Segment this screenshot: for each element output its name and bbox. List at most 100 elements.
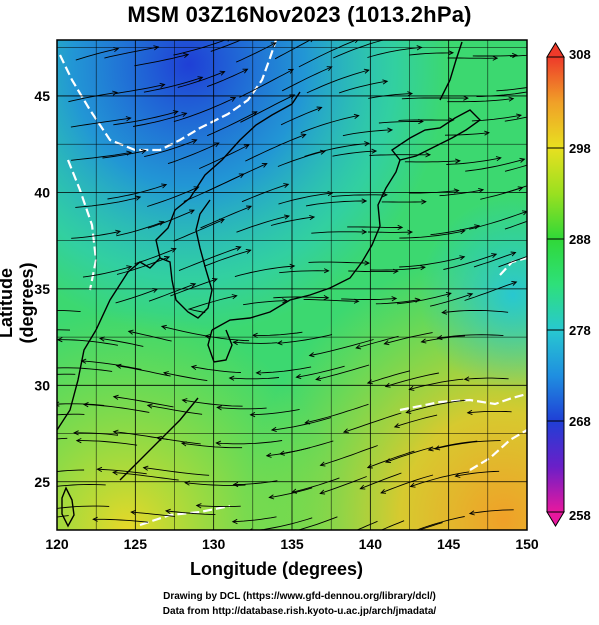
x-tick-label: 130 <box>202 536 226 552</box>
wind-streamline <box>203 249 251 267</box>
y-tick-label: 25 <box>34 474 50 490</box>
wind-streamline <box>396 292 452 305</box>
wind-streamline <box>240 94 295 123</box>
wind-streamline <box>229 377 280 380</box>
wind-streamline <box>367 370 411 384</box>
wind-arrowhead <box>73 430 79 436</box>
wind-arrowhead <box>401 533 406 537</box>
wind-arrowhead <box>126 265 133 271</box>
wind-arrowhead <box>436 335 443 341</box>
wind-arrowhead <box>160 324 167 330</box>
wind-arrowhead <box>409 482 416 488</box>
wind-arrowhead <box>215 440 222 446</box>
temperature-contours <box>59 40 527 527</box>
contour-south <box>399 392 527 412</box>
wind-streamline <box>455 470 500 477</box>
colorbar-min-triangle <box>546 511 565 527</box>
wind-arrowhead <box>382 192 388 198</box>
wind-streamline <box>143 467 210 476</box>
wind-streamline <box>498 255 527 268</box>
wind-streamline <box>399 230 465 239</box>
wind-arrowhead <box>323 295 330 301</box>
wind-arrowhead <box>354 40 359 44</box>
wind-streamline <box>467 410 512 414</box>
wind-streamline <box>113 110 178 126</box>
wind-arrowhead <box>466 409 473 416</box>
wind-streamline <box>311 231 367 234</box>
wind-streamline <box>57 309 81 313</box>
wind-arrowhead <box>230 97 237 102</box>
wind-arrowhead <box>441 309 448 315</box>
wind-streamline <box>331 194 387 198</box>
wind-arrowhead <box>190 364 197 370</box>
credit-line-1: Drawing by DCL (https://www.gfd-dennou.o… <box>163 591 436 602</box>
wind-streamline <box>464 377 509 380</box>
wind-streamline <box>341 297 397 300</box>
wind-streamline <box>200 205 252 229</box>
wind-streamline <box>167 142 220 165</box>
wind-streamline <box>300 115 359 134</box>
wind-arrowhead <box>52 366 57 370</box>
wind-streamline <box>256 366 312 374</box>
wind-arrowhead <box>246 205 253 211</box>
wind-streamline <box>465 158 525 172</box>
wind-arrowhead <box>270 42 277 48</box>
wind-arrowhead <box>420 338 427 344</box>
colorbar-tick-label: 278 <box>569 323 591 338</box>
wind-arrowhead <box>57 337 63 343</box>
wind-streamline <box>182 399 243 407</box>
wind-arrowhead <box>270 426 277 433</box>
wind-arrowhead <box>467 292 474 298</box>
wind-streamline <box>471 114 522 122</box>
wind-arrowhead <box>193 186 200 192</box>
wind-streamline <box>380 520 405 530</box>
wind-arrowhead <box>382 79 389 85</box>
wind-arrowhead <box>478 187 485 194</box>
wind-streamline <box>57 515 69 518</box>
wind-streamline <box>442 310 509 314</box>
wind-arrowhead <box>468 510 475 516</box>
wind-arrowhead <box>213 142 220 148</box>
wind-arrowhead <box>115 229 122 235</box>
wind-arrowhead <box>243 144 250 150</box>
wind-streamline <box>305 403 369 424</box>
x-tick-label: 125 <box>124 536 148 552</box>
wind-arrowhead <box>308 352 315 358</box>
wind-arrowhead <box>319 149 326 155</box>
wind-streamline <box>367 46 422 58</box>
wind-arrowhead <box>361 229 368 235</box>
wind-streamline <box>367 450 415 469</box>
wind-streamline <box>57 469 85 473</box>
wind-streamline <box>269 487 313 498</box>
plot-area <box>52 40 527 545</box>
wind-arrowhead <box>112 90 119 96</box>
wind-streamline <box>71 230 121 239</box>
wind-arrowhead <box>288 68 294 74</box>
wind-streamline <box>170 278 218 297</box>
wind-arrowhead <box>327 190 334 197</box>
wind-streamline <box>147 404 203 415</box>
wind-streamline <box>278 192 333 205</box>
wind-streamline <box>333 40 385 59</box>
wind-streamline <box>113 471 179 481</box>
wind-arrowhead <box>416 45 423 51</box>
wind-streamline <box>271 417 332 431</box>
wind-streamline <box>82 266 132 278</box>
wind-arrowhead <box>348 541 353 545</box>
wind-streamline <box>207 111 258 137</box>
wind-arrowhead <box>492 55 499 61</box>
wind-streamline <box>469 210 527 230</box>
wind-streamline <box>131 511 176 517</box>
wind-streamline <box>57 367 113 372</box>
wind-arrowhead <box>282 298 288 304</box>
wind-arrowhead <box>387 127 394 133</box>
wind-streamline <box>375 299 420 305</box>
wind-streamline <box>102 150 146 159</box>
wind-streamline <box>57 505 110 509</box>
wind-arrowhead <box>316 106 323 112</box>
wind-arrowhead <box>135 195 142 201</box>
wind-arrowhead <box>127 329 134 335</box>
wind-streamline <box>504 116 527 122</box>
wind-arrowhead <box>319 461 326 467</box>
